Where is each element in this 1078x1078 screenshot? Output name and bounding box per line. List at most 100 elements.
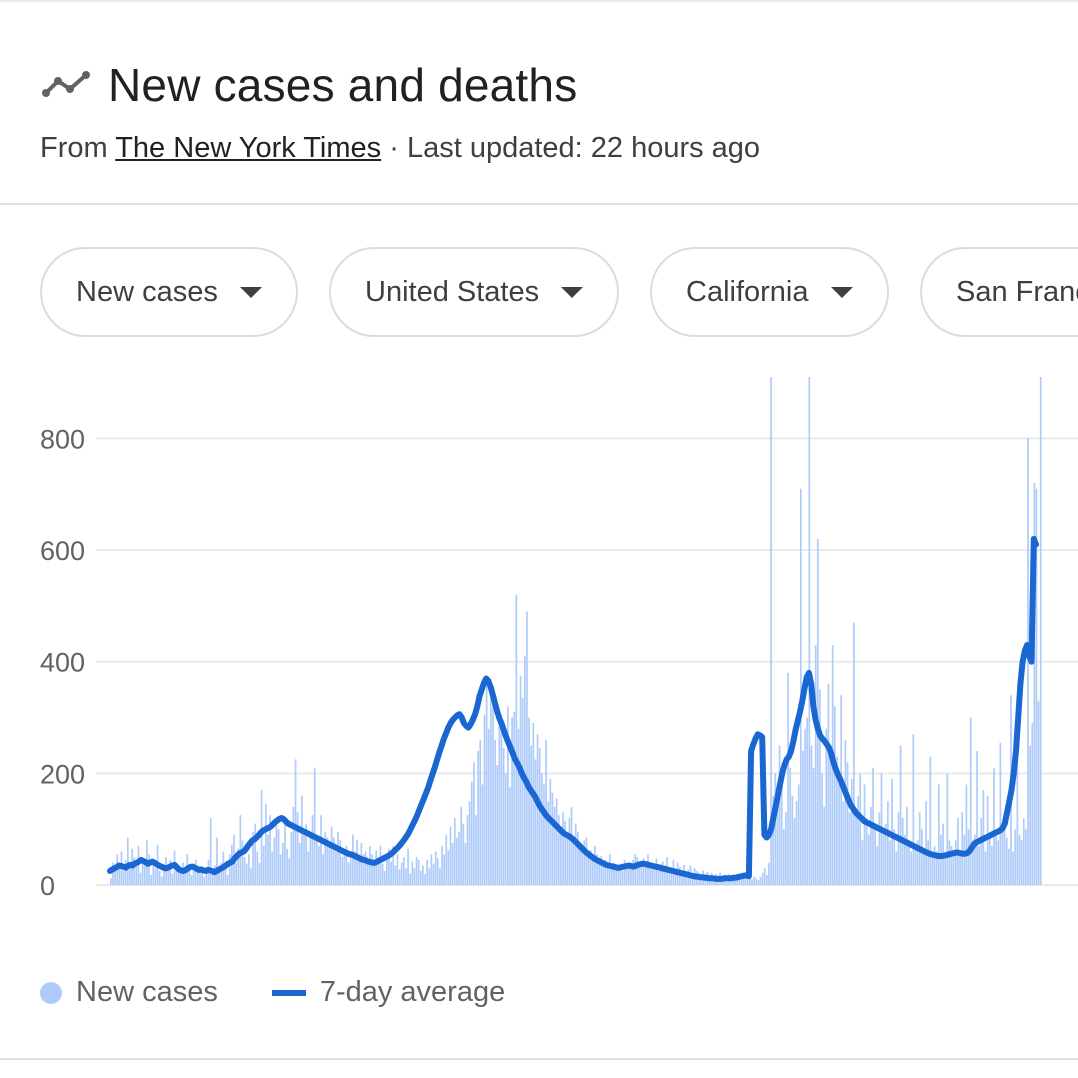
bar-new-cases — [396, 854, 399, 885]
bar-new-cases — [375, 850, 378, 885]
bar-new-cases — [294, 759, 297, 885]
bar-new-cases — [356, 840, 358, 885]
bar-new-cases — [475, 815, 477, 885]
bar-new-cases — [844, 739, 847, 885]
bar-new-cases — [218, 871, 220, 885]
bar-new-cases — [579, 843, 581, 885]
bar-new-cases — [252, 831, 254, 885]
bar-new-cases — [632, 859, 634, 885]
bar-new-cases — [600, 855, 603, 885]
bar-new-cases — [797, 784, 800, 885]
bar-new-cases — [288, 858, 291, 885]
bar-new-cases — [782, 829, 785, 885]
chip-label: San Francisco — [956, 275, 1078, 308]
bar-new-cases — [436, 858, 439, 885]
bar-new-cases — [613, 862, 615, 885]
bar-new-cases — [417, 859, 420, 885]
bar-new-cases — [1014, 829, 1017, 885]
bar-new-cases — [568, 818, 571, 885]
bar-new-cases — [995, 834, 997, 885]
bar-new-cases — [188, 868, 191, 885]
bar-new-cases — [141, 858, 144, 885]
bar-new-cases — [322, 854, 324, 885]
legend-label-7-day-average: 7-day average — [319, 976, 506, 1008]
bar-new-cases — [494, 739, 496, 885]
bar-new-cases — [799, 488, 802, 885]
bar-new-cases — [751, 879, 753, 885]
bar-new-cases — [347, 862, 350, 885]
bar-new-cases — [547, 801, 550, 885]
bar-new-cases — [736, 879, 738, 885]
bar-new-cases — [836, 756, 838, 885]
bar-new-cases — [935, 851, 938, 885]
bar-new-cases — [366, 862, 369, 885]
bar-new-cases — [732, 878, 734, 885]
bar-new-cases — [833, 706, 836, 885]
bar-new-cases — [530, 745, 533, 885]
bar-new-cases — [591, 858, 594, 885]
state-filter-chip[interactable]: California — [650, 247, 889, 337]
bar-new-cases — [133, 857, 136, 885]
bar-new-cases — [657, 871, 660, 885]
county-filter-chip[interactable]: San Francisco — [920, 247, 1078, 337]
bar-new-cases — [540, 773, 543, 885]
bar-new-cases — [422, 865, 424, 885]
bar-new-cases — [360, 843, 363, 885]
bar-new-cases — [636, 857, 639, 885]
y-tick-label: 600 — [40, 536, 85, 566]
bar-new-cases — [279, 854, 282, 885]
bar-new-cases — [281, 843, 284, 885]
bar-new-cases — [993, 767, 995, 885]
bar-new-cases — [498, 711, 501, 885]
country-filter-chip[interactable]: United States — [329, 247, 620, 337]
bar-new-cases — [307, 851, 310, 885]
bar-new-cases — [615, 865, 617, 885]
bar-new-cases — [241, 840, 244, 885]
bar-new-cases — [211, 873, 214, 885]
bar-new-cases — [271, 851, 274, 885]
bar-new-cases — [205, 868, 208, 885]
bar-new-cases — [661, 861, 664, 885]
bar-new-cases — [604, 859, 607, 885]
bar-new-cases — [247, 854, 250, 885]
bar-new-cases — [335, 851, 337, 885]
bar-new-cases — [806, 717, 809, 885]
bar-new-cases — [825, 728, 828, 885]
bar-new-cases — [190, 874, 193, 885]
bar-new-cases — [598, 862, 600, 885]
bar-new-cases — [655, 858, 658, 885]
bar-new-cases — [377, 858, 380, 885]
bar-new-cases — [594, 845, 596, 885]
bar-new-cases — [523, 656, 526, 885]
bar-new-cases — [974, 834, 976, 885]
bar-new-cases — [740, 877, 743, 885]
bar-new-cases — [521, 697, 524, 885]
bar-new-cases — [167, 869, 170, 885]
bar-new-cases — [441, 845, 443, 885]
bar-new-cases — [904, 834, 906, 885]
bar-new-cases — [925, 801, 927, 885]
bar-new-cases — [560, 826, 562, 885]
bar-new-cases — [203, 876, 206, 885]
bar-new-cases — [201, 872, 203, 885]
bar-new-cases — [1022, 818, 1025, 885]
bar-new-cases — [628, 863, 630, 885]
bar-new-cases — [642, 858, 645, 885]
bar-new-cases — [345, 845, 348, 885]
bar-new-cases — [458, 831, 460, 885]
bar-new-cases — [152, 862, 155, 885]
bar-new-cases — [619, 863, 622, 885]
bar-new-cases — [390, 861, 392, 885]
metric-filter-chip[interactable]: New cases — [40, 247, 298, 337]
bar-new-cases — [882, 834, 885, 885]
bar-new-cases — [269, 815, 271, 885]
bar-new-cases — [759, 877, 762, 885]
bar-new-cases — [623, 859, 626, 885]
bar-new-cases — [1003, 812, 1006, 885]
source-link[interactable]: The New York Times — [115, 132, 382, 164]
bar-new-cases — [999, 742, 1002, 885]
bar-new-cases — [585, 837, 588, 885]
bar-new-cases — [950, 845, 953, 885]
bar-new-cases — [640, 861, 643, 885]
bar-new-cases — [298, 843, 301, 885]
